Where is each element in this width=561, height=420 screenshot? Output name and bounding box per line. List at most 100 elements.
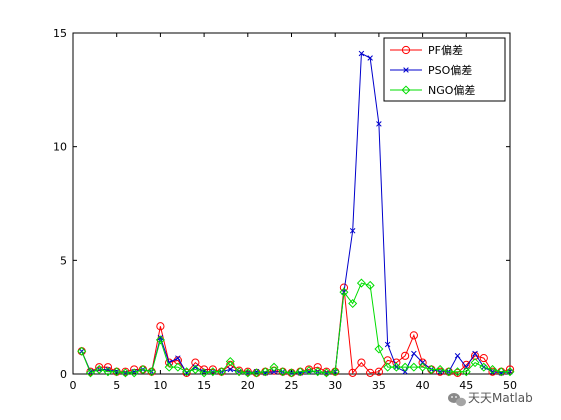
data-point xyxy=(192,364,199,370)
data-point xyxy=(94,364,104,374)
data-point xyxy=(496,367,506,377)
data-point xyxy=(505,367,515,377)
watermark-label: 天天Matlab xyxy=(468,391,533,405)
legend-marker xyxy=(401,45,411,55)
data-point xyxy=(103,367,113,377)
data-point xyxy=(374,367,383,376)
data-point xyxy=(418,358,427,367)
data-point xyxy=(505,365,515,374)
wechat-icon xyxy=(448,393,466,407)
x-tick-label: 40 xyxy=(416,379,430,392)
data-point xyxy=(339,287,349,297)
y-tick-label: 0 xyxy=(60,368,67,381)
x-tick-label: 20 xyxy=(241,379,255,392)
data-point xyxy=(304,365,314,374)
data-point xyxy=(444,367,454,377)
data-point xyxy=(472,350,478,357)
axis-ticks: 0 5 10 15 20 25 30 35 40 45 50 0 5 10 15 xyxy=(53,27,517,392)
legend-marker xyxy=(403,67,409,73)
data-point xyxy=(112,367,122,377)
data-point xyxy=(85,368,95,378)
x-tick-label: 5 xyxy=(113,379,120,392)
data-point xyxy=(402,368,408,375)
data-point xyxy=(409,331,418,340)
data-point xyxy=(321,368,331,378)
data-point xyxy=(358,50,365,57)
series-group xyxy=(77,50,515,378)
legend-label: NGO偏差 xyxy=(428,83,475,97)
data-point xyxy=(182,367,192,377)
data-point xyxy=(365,280,375,290)
data-point xyxy=(129,368,139,378)
data-point xyxy=(426,364,436,374)
y-tick-label: 15 xyxy=(53,27,67,40)
data-point xyxy=(366,368,375,377)
data-point xyxy=(367,55,373,61)
data-point xyxy=(479,362,489,372)
data-point xyxy=(401,351,410,360)
data-point xyxy=(313,367,323,377)
data-point xyxy=(376,121,382,127)
series-2 xyxy=(77,278,515,378)
legend: PF偏差 PSO偏差 NGO偏差 xyxy=(383,37,506,102)
data-point xyxy=(164,362,174,372)
data-point xyxy=(234,367,244,377)
legend-label: PSO偏差 xyxy=(428,63,472,77)
data-point xyxy=(173,362,183,372)
watermark: 天天Matlab xyxy=(448,391,533,407)
data-point xyxy=(418,362,428,372)
data-point xyxy=(269,362,279,372)
data-point xyxy=(103,363,113,372)
data-point xyxy=(260,367,270,377)
x-tick-label: 30 xyxy=(328,379,342,392)
data-point xyxy=(435,364,445,374)
data-point xyxy=(252,368,262,378)
data-point xyxy=(453,367,463,377)
x-tick-label: 0 xyxy=(70,379,77,392)
data-point xyxy=(313,363,322,372)
x-tick-label: 15 xyxy=(197,379,211,392)
x-tick-label: 50 xyxy=(503,379,517,392)
data-point xyxy=(243,367,252,376)
data-point xyxy=(208,365,217,374)
data-point xyxy=(271,368,277,375)
x-tick-label: 10 xyxy=(153,379,167,392)
data-point xyxy=(461,367,471,377)
legend-label: PF偏差 xyxy=(428,43,463,57)
data-point xyxy=(243,368,253,378)
data-point xyxy=(147,367,157,377)
data-point xyxy=(349,228,356,234)
data-point xyxy=(95,363,104,372)
data-point xyxy=(225,356,235,367)
x-tick-label: 25 xyxy=(285,379,299,392)
data-point xyxy=(121,367,130,376)
data-point xyxy=(330,367,340,377)
data-point xyxy=(348,299,358,309)
data-point xyxy=(400,362,410,372)
data-point xyxy=(155,335,165,345)
data-point xyxy=(286,368,297,378)
data-point xyxy=(156,322,165,331)
data-point xyxy=(199,368,209,378)
data-point xyxy=(384,341,391,348)
data-point xyxy=(419,359,426,366)
data-point xyxy=(182,368,191,377)
data-point xyxy=(157,334,164,341)
data-point xyxy=(217,367,227,377)
data-point xyxy=(348,368,357,377)
data-point xyxy=(479,353,488,363)
data-point xyxy=(175,355,181,361)
data-point xyxy=(120,368,130,378)
data-point xyxy=(470,358,480,368)
data-point xyxy=(454,353,461,359)
x-tick-label: 45 xyxy=(459,379,473,392)
data-point xyxy=(488,364,498,374)
data-point xyxy=(295,367,305,377)
data-point xyxy=(278,367,288,377)
data-point xyxy=(322,367,331,376)
data-point xyxy=(453,368,462,377)
data-point xyxy=(463,364,470,370)
data-point xyxy=(138,364,148,374)
data-point xyxy=(374,344,384,354)
